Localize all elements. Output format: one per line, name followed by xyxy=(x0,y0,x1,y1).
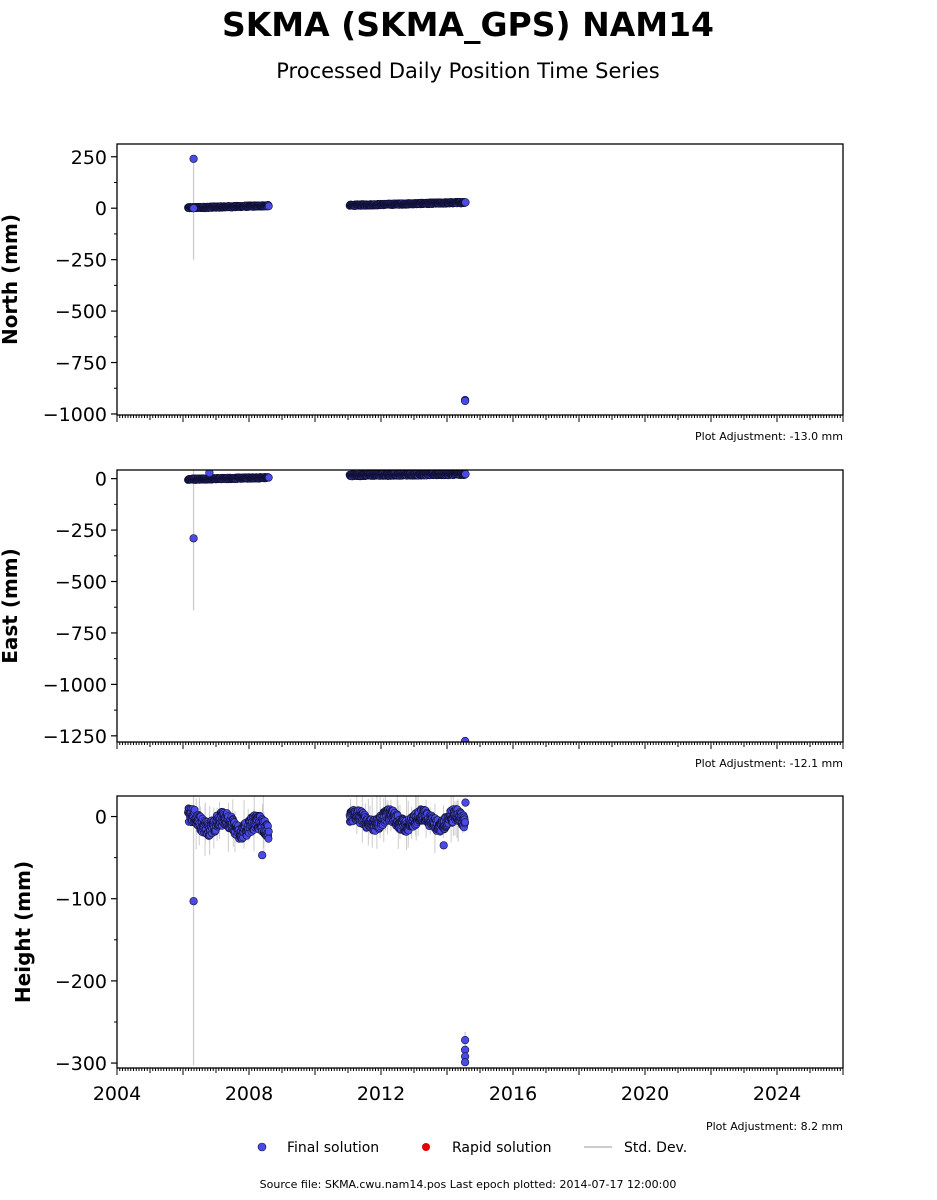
data-point xyxy=(264,834,273,843)
plot-area-north xyxy=(184,154,470,406)
axes-frame-height xyxy=(116,795,844,1069)
x-tick-label: 2008 xyxy=(225,1083,273,1105)
y-tick-label: −500 xyxy=(55,301,107,323)
legend: Final solution Rapid solution Std. Dev. xyxy=(257,1140,687,1156)
panel-height: 0 −100 −200 −300 2004 2008 2012 2016 2020 2024 Hei… xyxy=(11,795,844,1133)
y-tick-label: 250 xyxy=(71,147,107,169)
x-tick-label: 2016 xyxy=(489,1083,537,1105)
data-point xyxy=(264,473,273,482)
axes-frame-north xyxy=(116,143,844,416)
data-point-outlier xyxy=(258,851,267,860)
y-tick-label: −750 xyxy=(55,353,107,375)
panel-east: 0 −250 −500 −750 −1000 −1250 East (mm) Plot Adj… xyxy=(0,469,844,770)
y-axis-label-height: Height (mm) xyxy=(11,861,35,1003)
data-point-outlier xyxy=(461,1035,470,1045)
plot-adjustment-height: Plot Adjustment: 8.2 mm xyxy=(706,1120,843,1133)
figure-subtitle: Processed Daily Position Time Series xyxy=(276,59,660,83)
source-note: Source file: SKMA.cwu.nam14.pos Last epo… xyxy=(260,1178,677,1191)
legend-rapid-label: Rapid solution xyxy=(452,1140,552,1156)
data-point-outlier xyxy=(189,204,198,213)
y-tick-label: 0 xyxy=(95,807,107,829)
y-tick-label: −200 xyxy=(55,971,107,993)
legend-final-marker xyxy=(257,1142,267,1152)
data-point xyxy=(264,827,273,836)
data-point-outlier xyxy=(189,154,198,163)
data-point-outlier xyxy=(461,470,470,479)
data-point-outlier xyxy=(461,198,470,207)
y-tick-label: −300 xyxy=(55,1053,107,1075)
y-tick-label: −1000 xyxy=(43,404,107,426)
data-point-outlier xyxy=(461,396,470,406)
legend-rapid-marker xyxy=(422,1143,430,1151)
y-tick-label: −100 xyxy=(55,889,107,911)
panel-north: 250 0 −250 −500 −750 −1000 North (mm) Plot Adju… xyxy=(0,143,844,443)
x-tick-label: 2020 xyxy=(621,1083,669,1105)
plot-area-east xyxy=(184,470,470,742)
data-point-outlier xyxy=(461,1058,470,1067)
x-tick-label: 2024 xyxy=(753,1083,801,1105)
plot-adjustment-north: Plot Adjustment: -13.0 mm xyxy=(695,430,843,443)
legend-final-label: Final solution xyxy=(287,1140,379,1156)
y-tick-label: −1000 xyxy=(43,674,107,696)
plot-area-height xyxy=(184,796,470,1067)
axes-frame-east xyxy=(116,469,844,743)
y-tick-label: −750 xyxy=(55,623,107,645)
y-tick-label: −250 xyxy=(55,250,107,272)
y-tick-label: −500 xyxy=(55,572,107,594)
data-point-outlier xyxy=(439,841,448,850)
data-point xyxy=(461,818,469,827)
data-point-outlier xyxy=(461,798,470,807)
y-axis-label-east: East (mm) xyxy=(0,548,22,664)
y-tick-label: −250 xyxy=(55,520,107,542)
legend-std-label: Std. Dev. xyxy=(624,1140,687,1156)
y-tick-label: −1250 xyxy=(43,726,107,748)
data-point-outlier xyxy=(189,534,198,543)
figure-title: SKMA (SKMA_GPS) NAM14 xyxy=(222,5,714,44)
y-tick-label: 0 xyxy=(95,469,107,491)
y-tick-label: 0 xyxy=(95,198,107,220)
data-point-outlier xyxy=(189,897,198,906)
y-axis-label-north: North (mm) xyxy=(0,214,22,345)
x-tick-label: 2004 xyxy=(93,1083,141,1105)
plot-adjustment-east: Plot Adjustment: -12.1 mm xyxy=(695,757,843,770)
x-tick-label: 2012 xyxy=(357,1083,405,1105)
data-point-outlier xyxy=(205,470,214,477)
data-point-outlier xyxy=(461,736,470,742)
data-point xyxy=(264,202,273,211)
